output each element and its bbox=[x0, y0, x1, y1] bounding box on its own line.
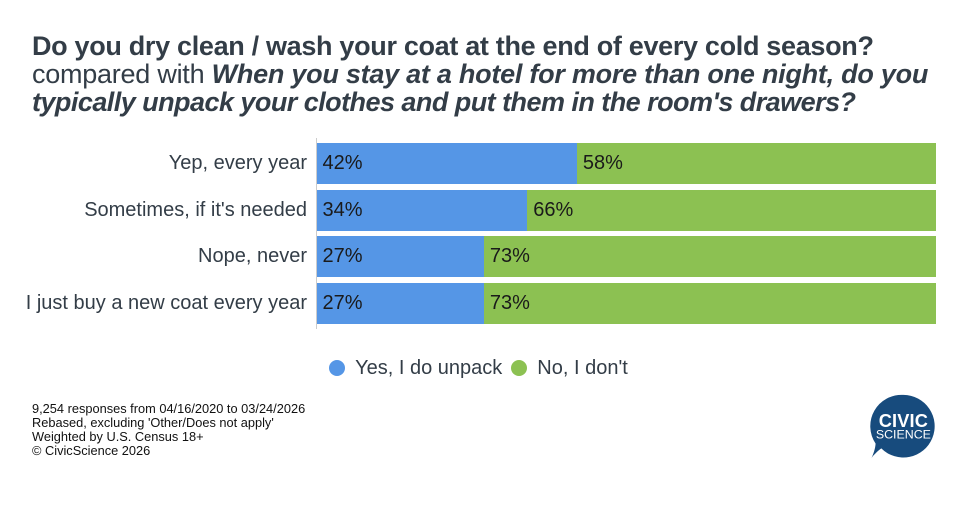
svg-text:SCIENCE: SCIENCE bbox=[876, 428, 931, 442]
svg-text:CIVIC: CIVIC bbox=[879, 411, 928, 431]
